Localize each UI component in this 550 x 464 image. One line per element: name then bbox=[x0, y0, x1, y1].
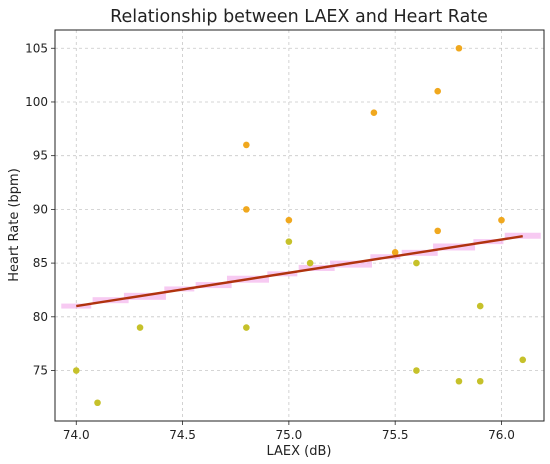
y-tick-label: 95 bbox=[33, 149, 48, 163]
data-point bbox=[413, 367, 420, 374]
y-axis-title: Heart Rate (bpm) bbox=[7, 168, 22, 282]
data-point bbox=[498, 216, 505, 224]
y-tick-label: 105 bbox=[25, 41, 48, 55]
data-point bbox=[519, 356, 527, 364]
x-tick-label: 74.5 bbox=[169, 428, 196, 442]
y-tick-label: 100 bbox=[25, 95, 48, 109]
data-point bbox=[434, 87, 441, 95]
trend-band-segment bbox=[504, 232, 541, 239]
data-point bbox=[455, 44, 463, 52]
x-tick-label: 74.0 bbox=[63, 428, 90, 442]
x-tick-label: 76.0 bbox=[488, 428, 515, 442]
data-point bbox=[434, 227, 441, 235]
y-axis-ticks: 75 80 85 90 95 100 105 bbox=[25, 41, 55, 378]
data-point bbox=[94, 399, 101, 407]
data-point bbox=[370, 109, 378, 117]
data-point bbox=[391, 249, 399, 256]
y-tick-label: 80 bbox=[33, 310, 48, 324]
trend-line bbox=[76, 235, 523, 308]
x-axis-title: LAEX (dB) bbox=[267, 444, 332, 459]
data-point bbox=[413, 259, 420, 267]
data-point bbox=[285, 216, 293, 224]
y-tick-label: 85 bbox=[33, 256, 48, 270]
x-axis-ticks: 74.0 74.5 75.0 75.5 76.0 bbox=[63, 421, 515, 442]
data-point bbox=[476, 302, 484, 310]
data-point bbox=[243, 324, 250, 331]
data-point bbox=[455, 377, 463, 385]
data-point bbox=[72, 367, 80, 374]
data-point bbox=[476, 377, 484, 385]
data-point bbox=[285, 238, 293, 245]
data-point bbox=[243, 206, 250, 213]
trend-line-group bbox=[76, 235, 523, 308]
data-point bbox=[136, 324, 144, 331]
x-tick-label: 75.5 bbox=[382, 428, 409, 442]
data-point bbox=[243, 141, 250, 149]
data-point bbox=[306, 259, 314, 267]
chart-title: Relationship between LAEX and Heart Rate bbox=[110, 7, 488, 27]
trend-band-segment bbox=[61, 303, 92, 309]
x-tick-label: 75.0 bbox=[276, 428, 303, 442]
y-tick-label: 90 bbox=[33, 202, 48, 216]
data-points bbox=[72, 44, 527, 407]
plot-area-frame bbox=[54, 29, 545, 422]
y-tick-label: 75 bbox=[33, 364, 48, 378]
grid bbox=[55, 30, 544, 421]
